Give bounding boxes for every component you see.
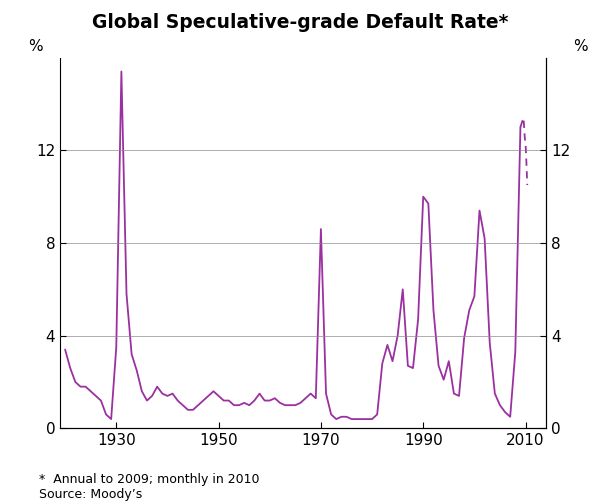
Text: Global Speculative-grade Default Rate*: Global Speculative-grade Default Rate*	[92, 13, 508, 32]
Text: Source: Moody’s: Source: Moody’s	[39, 488, 142, 501]
Text: %: %	[573, 39, 587, 54]
Text: %: %	[28, 39, 43, 54]
Text: *  Annual to 2009; monthly in 2010: * Annual to 2009; monthly in 2010	[39, 473, 260, 486]
